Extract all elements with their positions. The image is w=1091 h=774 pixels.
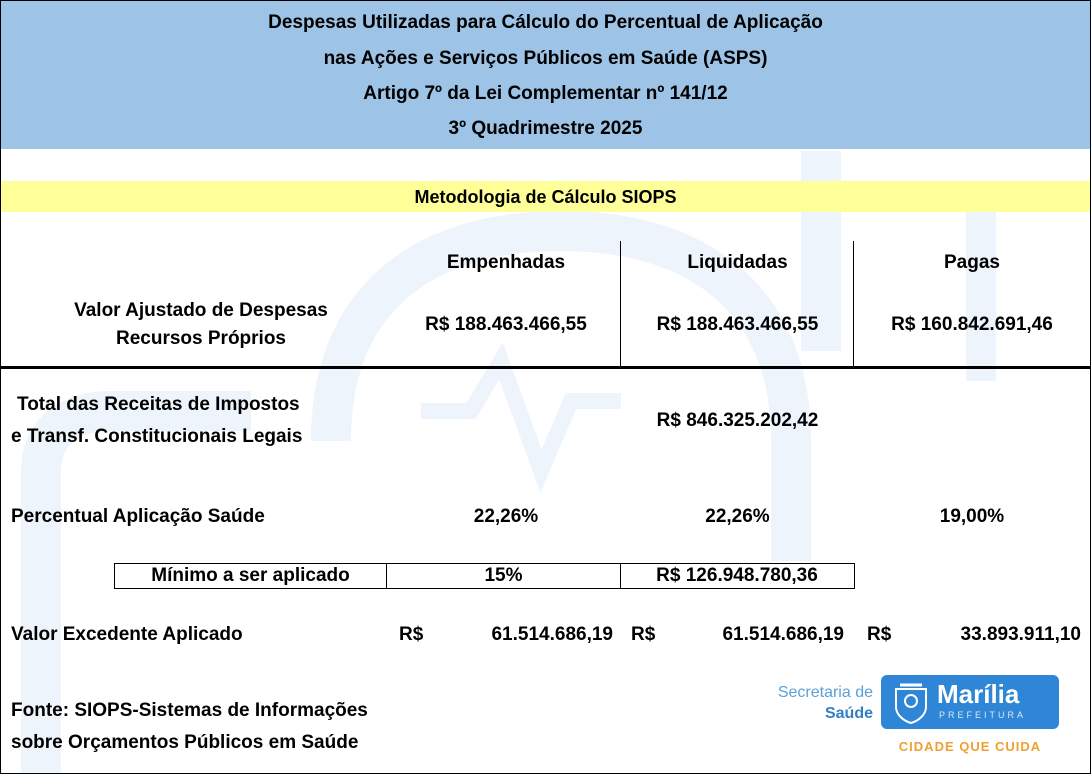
row-label: Percentual Aplicação Saúde bbox=[11, 506, 265, 527]
cell-value: R$ 846.325.202,42 bbox=[656, 410, 819, 431]
source-line: Fonte: SIOPS-Sistemas de Informações bbox=[11, 700, 368, 721]
logo-prefeitura: PREFEITURA bbox=[939, 710, 1027, 720]
row-label: Valor Excedente Aplicado bbox=[11, 624, 243, 645]
currency: R$ bbox=[867, 624, 892, 645]
column-header: Liquidadas bbox=[687, 252, 788, 273]
currency: R$ bbox=[631, 624, 656, 645]
logo-text: Saúde bbox=[824, 705, 873, 722]
header-band bbox=[1, 1, 1090, 149]
cell-value: R$ 126.948.780,36 bbox=[656, 565, 818, 586]
column-header: Empenhadas bbox=[446, 252, 566, 273]
title-line: Artigo 7º da Lei Complementar nº 141/12 bbox=[363, 83, 728, 104]
cell-divider bbox=[386, 563, 387, 589]
cell-value: R$ 160.842.691,46 bbox=[891, 314, 1053, 335]
title-line: nas Ações e Serviços Públicos em Saúde (… bbox=[323, 48, 768, 69]
cell-value: 22,26% bbox=[473, 506, 539, 527]
minimo-box bbox=[114, 563, 855, 589]
logo-city: Marília bbox=[937, 679, 1020, 709]
cell-value: R$ 188.463.466,55 bbox=[656, 314, 819, 335]
logo-slogan: CIDADE QUE CUIDA bbox=[898, 739, 1042, 754]
amount: 33.893.911,10 bbox=[960, 624, 1081, 645]
amount: 61.514.686,19 bbox=[491, 624, 613, 645]
column-divider bbox=[853, 241, 854, 366]
title-line: 3º Quadrimestre 2025 bbox=[448, 118, 643, 139]
amount: 61.514.686,19 bbox=[722, 624, 844, 645]
cell-value: 19,00% bbox=[939, 506, 1005, 527]
title-line: Despesas Utilizadas para Cálculo do Perc… bbox=[268, 12, 823, 33]
methodology: Metodologia de Cálculo SIOPS bbox=[414, 187, 677, 207]
source-line: sobre Orçamentos Públicos em Saúde bbox=[11, 732, 359, 753]
cell-value: 15% bbox=[484, 565, 523, 586]
method-band bbox=[1, 181, 1090, 212]
row-label: Total das Receitas de Impostos bbox=[17, 394, 300, 415]
column-divider bbox=[620, 241, 621, 366]
row-label: Mínimo a ser aplicado bbox=[151, 565, 350, 586]
row-label: Recursos Próprios bbox=[116, 328, 286, 349]
row-label: e Transf. Constitucionais Legais bbox=[11, 426, 303, 447]
cell-value: R$ 188.463.466,55 bbox=[425, 314, 587, 335]
logo-crest bbox=[895, 683, 927, 725]
cell-value: 22,26% bbox=[705, 506, 770, 527]
currency: R$ bbox=[399, 624, 424, 645]
logo-text: Secretaria de bbox=[777, 684, 873, 701]
cell-divider bbox=[620, 563, 621, 589]
column-header: Pagas bbox=[944, 252, 1000, 273]
thick-rule bbox=[1, 366, 1090, 369]
row-label: Valor Ajustado de Despesas bbox=[74, 300, 328, 321]
